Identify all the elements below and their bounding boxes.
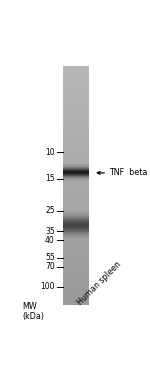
Text: 25: 25: [45, 206, 55, 215]
Text: 40: 40: [45, 236, 55, 245]
Text: TNF  beta: TNF beta: [110, 168, 148, 177]
Text: 35: 35: [45, 227, 55, 236]
Text: 15: 15: [45, 174, 55, 183]
Text: Human spleen: Human spleen: [75, 260, 122, 307]
Text: 70: 70: [45, 262, 55, 271]
Text: MW
(kDa): MW (kDa): [22, 302, 44, 321]
Text: 55: 55: [45, 253, 55, 262]
Text: 10: 10: [45, 148, 55, 157]
Text: 100: 100: [40, 282, 55, 291]
